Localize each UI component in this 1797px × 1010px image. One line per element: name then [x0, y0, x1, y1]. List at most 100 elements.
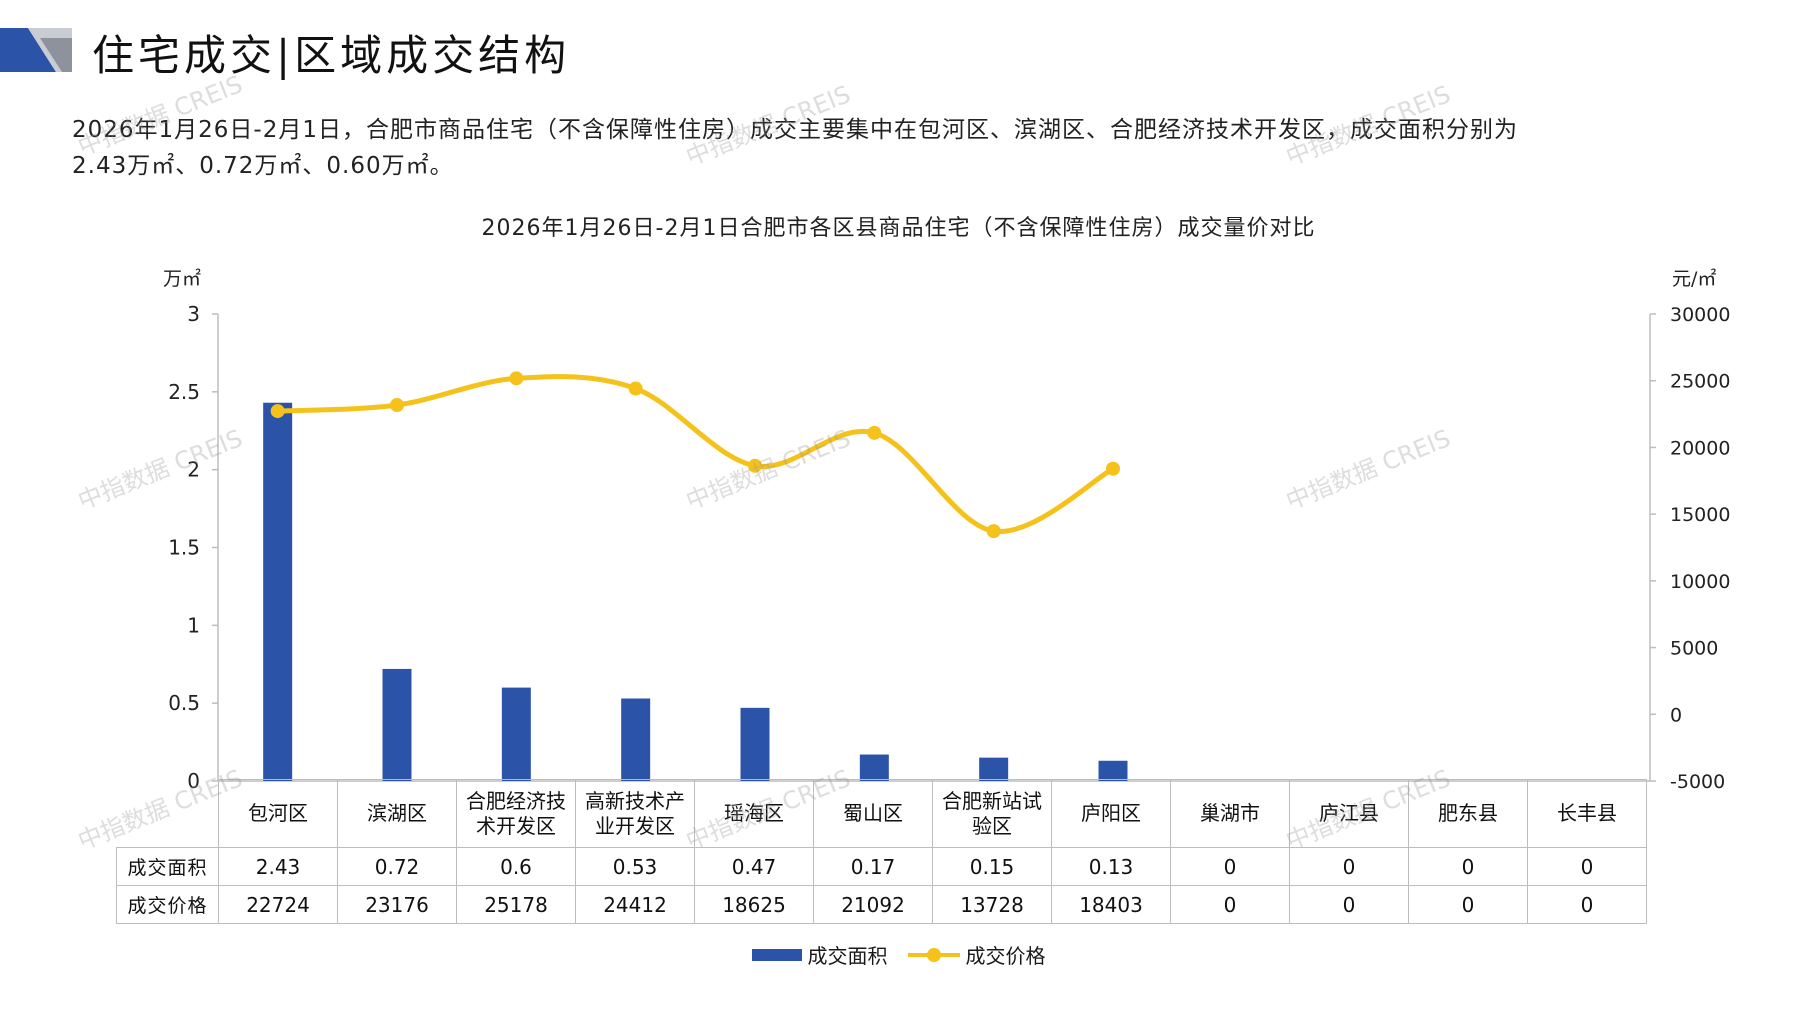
- left-tick-label: 2.5: [168, 380, 200, 404]
- bar: [263, 402, 293, 781]
- data-label: 0: [1170, 885, 1290, 924]
- data-label: 0.15: [932, 847, 1052, 886]
- data-label: 0.53: [575, 847, 695, 886]
- data-label: 0.6: [456, 847, 576, 886]
- legend-label-area: 成交面积: [807, 944, 888, 968]
- legend-item-area: 成交面积: [751, 940, 888, 969]
- category-label: 庐阳区: [1051, 779, 1171, 848]
- category-label-line: 术开发区: [476, 813, 556, 838]
- data-label: 0: [1408, 847, 1528, 886]
- price-point: [270, 404, 285, 419]
- category-label-line: 包河区: [248, 801, 308, 825]
- chart-title: 2026年1月26日-2月1日合肥市各区县商品住宅（不含保障性住房）成交量价对比: [481, 216, 1316, 241]
- right-tick-label: 5000: [1670, 638, 1718, 660]
- category-label-line: 滨湖区: [367, 801, 427, 825]
- category-label: 长丰县: [1527, 779, 1647, 848]
- left-tick-label: 0.5: [168, 691, 200, 715]
- table-corner: [116, 779, 219, 848]
- bar-series: [263, 402, 1128, 781]
- category-label-line: 肥东县: [1438, 801, 1498, 825]
- bar: [859, 754, 889, 781]
- price-point: [748, 458, 762, 473]
- bar: [979, 757, 1009, 781]
- price-point: [867, 425, 882, 440]
- category-label-line: 巢湖市: [1200, 801, 1260, 825]
- data-label: 0.47: [694, 847, 814, 886]
- category-label-line: 验区: [972, 813, 1012, 838]
- summary-line-2: 2.43万㎡、0.72万㎡、0.60万㎡。: [72, 153, 454, 179]
- category-label-line: 庐江县: [1319, 801, 1379, 825]
- price-line: [275, 374, 1116, 534]
- right-tick-label: 15000: [1670, 504, 1730, 526]
- price-point: [390, 398, 404, 413]
- bar: [501, 687, 531, 781]
- slide-title: 住宅成交|区域成交结构: [92, 31, 571, 80]
- legend: 成交面积 成交价格: [0, 940, 1797, 969]
- data-label: 0: [1408, 885, 1528, 924]
- data-label: 0: [1289, 885, 1409, 924]
- data-label: 18625: [694, 885, 814, 924]
- right-tick-label: -5000: [1670, 771, 1725, 793]
- line-series: [270, 371, 1120, 539]
- right-tick-label: 30000: [1670, 304, 1730, 326]
- bar: [1098, 760, 1128, 781]
- left-tick-label: 1: [187, 613, 200, 637]
- category-label: 肥东县: [1408, 779, 1528, 848]
- category-label-line: 高新技术产: [585, 788, 685, 813]
- data-table: 包河区 滨湖区 合肥经济技 术开发区 高新技术产 业开发区 瑶海区 蜀山区 合肥新站试 验区 庐阳区…: [116, 779, 1647, 924]
- row-header: 成交价格: [116, 885, 219, 924]
- right-tick-label: 10000: [1670, 571, 1730, 593]
- bar: [621, 698, 651, 781]
- legend-item-price: 成交价格: [907, 940, 1046, 969]
- price-point: [986, 524, 1001, 539]
- category-label: 瑶海区: [694, 779, 814, 848]
- bar: [740, 707, 770, 781]
- category-label: 滨湖区: [337, 779, 457, 848]
- legend-label-price: 成交价格: [965, 944, 1046, 968]
- right-axis-unit: 元/㎡: [1672, 268, 1717, 290]
- category-label: 高新技术产 业开发区: [575, 779, 695, 848]
- data-label: 13728: [932, 885, 1052, 924]
- data-label: 0: [1527, 885, 1647, 924]
- data-label: 25178: [456, 885, 576, 924]
- category-label-line: 业开发区: [595, 813, 675, 838]
- right-tick-label: 20000: [1670, 437, 1730, 459]
- data-label: 0: [1170, 847, 1290, 886]
- bar: [382, 668, 412, 781]
- category-label-line: 合肥经济技: [466, 788, 566, 813]
- category-label: 蜀山区: [813, 779, 933, 848]
- data-label: 2.43: [218, 847, 338, 886]
- category-label: 包河区: [218, 779, 338, 848]
- price-point: [628, 381, 643, 396]
- category-label: 合肥新站试 验区: [932, 779, 1052, 848]
- summary-text: 2026年1月26日-2月1日，合肥市商品住宅（不含保障性住房）成交主要集中在包…: [72, 112, 1732, 184]
- data-label: 18403: [1051, 885, 1171, 924]
- category-label-line: 合肥新站试: [942, 788, 1042, 813]
- data-label: 21092: [813, 885, 933, 924]
- category-label: 庐江县: [1289, 779, 1409, 848]
- price-point: [509, 371, 524, 386]
- data-label: 0.17: [813, 847, 933, 886]
- category-label-line: 蜀山区: [843, 801, 903, 825]
- summary-line-1: 2026年1月26日-2月1日，合肥市商品住宅（不含保障性住房）成交主要集中在包…: [72, 117, 1518, 143]
- right-tick-label: 0: [1670, 704, 1682, 726]
- right-tick-label: 25000: [1670, 371, 1730, 393]
- data-label: 22724: [218, 885, 338, 924]
- category-label: 合肥经济技 术开发区: [456, 779, 576, 848]
- category-label-line: 庐阳区: [1081, 801, 1141, 825]
- category-label: 巢湖市: [1170, 779, 1290, 848]
- price-point: [1106, 461, 1120, 476]
- category-label-line: 长丰县: [1557, 801, 1617, 825]
- category-label-line: 瑶海区: [724, 801, 784, 825]
- legend-line-swatch: [907, 947, 960, 962]
- legend-bar-swatch: [751, 948, 802, 961]
- data-label: 0: [1289, 847, 1409, 886]
- data-label: 0.72: [337, 847, 457, 886]
- left-tick-label: 1.5: [168, 536, 200, 560]
- left-tick-label: 2: [187, 458, 200, 482]
- logo-mark: [0, 28, 72, 72]
- row-header: 成交面积: [116, 847, 219, 886]
- data-label: 0.13: [1051, 847, 1171, 886]
- data-label: 24412: [575, 885, 695, 924]
- data-label: 23176: [337, 885, 457, 924]
